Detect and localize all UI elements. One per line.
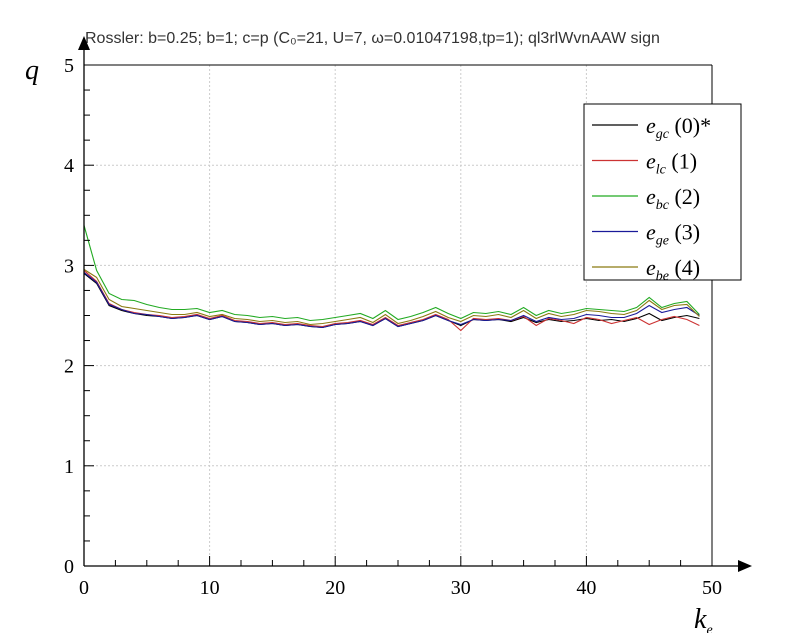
legend-label-main: e [646,220,656,245]
legend-label-subscript: ge [656,234,669,249]
y-tick-label: 4 [64,155,74,177]
legend-label-main: e [646,149,656,174]
y-tick-label: 3 [64,255,74,277]
x-tick-label: 30 [451,577,471,599]
x-axis-label: ke [694,604,713,633]
legend-label-suffix: (0)* [669,113,711,138]
x-tick-label: 50 [702,577,722,599]
x-axis-label-main: k [694,604,707,633]
x-tick-label: 40 [576,577,596,599]
legend-label-1: elc (1) [646,149,697,178]
x-axis-arrow [738,560,752,572]
legend-label-suffix: (2) [669,184,700,209]
legend-label-main: e [646,113,656,138]
x-tick-label: 20 [325,577,345,599]
legend-label-subscript: lc [656,163,667,178]
legend-label-suffix: (1) [666,149,697,174]
series-line-4 [83,268,700,326]
legend: egc (0)*elc (1)ebc (2)ege (3)ebe (4) [583,103,742,284]
series-line-1 [83,269,700,332]
grid [84,64,713,566]
series-line-3 [83,271,700,329]
legend-label-subscript: be [656,269,669,284]
legend-label-4: ebe (4) [646,255,700,284]
y-axis-label: q [25,55,39,86]
y-axis-arrow [78,36,90,50]
x-axis-label-subscript: e [706,623,712,633]
x-tick-label: 10 [200,577,220,599]
legend-label-main: e [646,255,656,280]
legend-label-subscript: gc [656,127,670,142]
axes [78,36,752,572]
legend-label-subscript: bc [656,198,670,213]
y-tick-label: 1 [64,456,74,478]
legend-label-main: e [646,184,656,209]
series-layer [83,225,700,332]
legend-label-3: ege (3) [646,220,700,249]
legend-box [583,103,742,281]
legend-label-0: egc (0)* [646,113,711,142]
y-tick-label: 0 [64,556,74,578]
legend-label-suffix: (3) [669,220,700,245]
legend-label-2: ebc (2) [646,184,700,213]
chart-title: Rossler: b=0.25; b=1; c=p (C₀=21, U=7, ω… [85,30,660,47]
x-tick-label: 0 [79,577,89,599]
y-tick-label: 2 [64,356,74,378]
legend-label-suffix: (4) [669,255,700,280]
series-line-2 [83,225,700,322]
y-tick-label: 5 [64,55,74,77]
